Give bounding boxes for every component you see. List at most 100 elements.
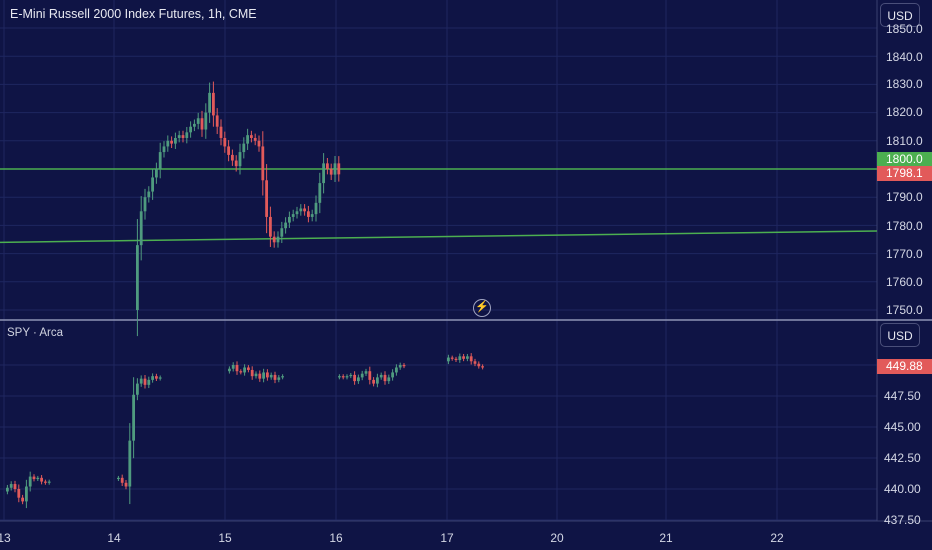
time-axis-label: 14 — [107, 531, 121, 545]
candle — [40, 477, 43, 482]
candle — [47, 481, 51, 483]
candle — [204, 112, 208, 130]
candle — [345, 376, 349, 378]
candle — [170, 140, 173, 144]
last-price-tag: 1798.1 — [877, 166, 932, 181]
candle — [132, 394, 135, 441]
candle — [262, 372, 265, 379]
candle — [231, 365, 235, 369]
time-axis-label: 13 — [0, 531, 11, 545]
candle — [280, 228, 284, 237]
candle — [333, 163, 337, 175]
price-axis-label: 1830.0 — [886, 77, 923, 91]
candle — [9, 484, 13, 488]
candle — [139, 378, 143, 384]
sub-price-axis-label: 437.50 — [884, 513, 921, 527]
candle — [17, 489, 21, 498]
candle — [391, 372, 394, 378]
candle — [143, 197, 147, 212]
candle — [235, 365, 239, 372]
candle — [372, 379, 375, 384]
time-axis-label: 15 — [218, 531, 232, 545]
candle — [364, 371, 368, 374]
candle — [227, 146, 230, 155]
candle — [231, 154, 234, 161]
candle — [299, 208, 303, 212]
price-axis-label: 1760.0 — [886, 275, 923, 289]
time-axis-label: 22 — [770, 531, 784, 545]
time-axis-label: 17 — [440, 531, 454, 545]
sub-price-axis-label: 445.00 — [884, 420, 921, 434]
candle — [360, 373, 364, 378]
candle — [147, 379, 151, 385]
candle — [120, 477, 124, 483]
candle — [158, 152, 162, 169]
candle — [284, 222, 287, 229]
main-chart-title: E-Mini Russell 2000 Index Futures, 1h, C… — [10, 7, 257, 21]
candle — [136, 383, 139, 395]
candle — [303, 208, 306, 212]
horizontal-line-price-tag: 1800.0 — [877, 152, 932, 167]
candle — [269, 216, 272, 237]
candle — [32, 476, 36, 480]
sub-price-axis-label: 440.00 — [884, 482, 921, 496]
candle — [247, 367, 250, 370]
main-currency-button[interactable]: USD — [880, 3, 920, 27]
candle — [219, 126, 223, 138]
time-axis-label: 20 — [550, 531, 564, 545]
candle — [136, 245, 139, 310]
candle — [155, 376, 158, 379]
candle — [310, 214, 314, 217]
candle — [466, 356, 469, 359]
candle — [307, 211, 310, 217]
candle — [481, 366, 484, 368]
candle — [28, 476, 32, 487]
candle — [238, 152, 242, 167]
candle — [266, 372, 269, 378]
candle — [281, 376, 284, 378]
candle — [242, 143, 246, 153]
price-axis-label: 1850.0 — [886, 22, 923, 36]
candle — [250, 369, 254, 377]
candle — [196, 118, 200, 124]
candle — [368, 371, 372, 380]
candle — [223, 137, 227, 147]
candle — [337, 163, 341, 175]
candle — [143, 378, 147, 385]
candle — [349, 374, 353, 377]
candle — [447, 357, 450, 362]
candle — [246, 135, 249, 144]
candle — [314, 202, 318, 215]
candle — [155, 169, 158, 178]
candle — [273, 374, 277, 380]
candle — [376, 377, 379, 384]
candle — [326, 163, 329, 169]
candle — [257, 140, 261, 147]
candle — [193, 123, 196, 127]
candle — [469, 356, 473, 362]
price-axis-label: 1770.0 — [886, 247, 923, 261]
candle — [234, 160, 238, 167]
candle — [250, 135, 253, 138]
candle — [322, 163, 325, 184]
candle — [383, 374, 387, 382]
price-axis-label: 1820.0 — [886, 105, 923, 119]
candle — [341, 376, 345, 378]
candle — [402, 365, 406, 367]
candle — [151, 177, 154, 192]
candle — [387, 377, 391, 382]
candle — [243, 367, 246, 373]
price-axis-label: 1780.0 — [886, 219, 923, 233]
sub-chart-title: SPY · Arca — [7, 327, 64, 339]
candle — [276, 236, 280, 243]
candle — [258, 373, 262, 379]
sub-currency-button[interactable]: USD — [880, 323, 920, 347]
lightning-icon[interactable]: ⚡ — [473, 299, 491, 317]
candle — [477, 363, 481, 367]
candle — [265, 180, 268, 217]
candle — [454, 358, 458, 361]
sub-price-axis-label: 442.50 — [884, 451, 921, 465]
candle — [272, 236, 276, 243]
candle — [239, 371, 243, 373]
